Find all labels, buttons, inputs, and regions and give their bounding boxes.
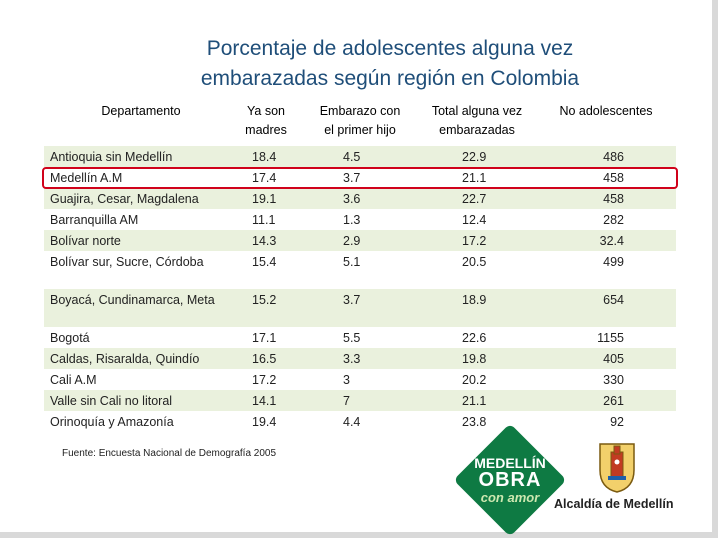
cell-no-adol: 32.4 [599, 234, 624, 248]
cell-embarazo: 5.5 [343, 331, 361, 345]
cell-total: 20.2 [462, 373, 487, 387]
cell-ya-son: 11.1 [252, 213, 276, 227]
cell-total: 22.9 [462, 150, 487, 164]
cell-embarazo: 5.1 [343, 255, 361, 269]
cell-ya-son: 14.3 [252, 234, 277, 248]
cell-total: 21.1 [462, 171, 487, 185]
cell-departamento: Bolívar norte [50, 234, 121, 248]
cell-no-adol: 499 [603, 255, 624, 269]
cell-no-adol: 486 [603, 150, 624, 164]
cell-total: 22.6 [462, 331, 487, 345]
cell-ya-son: 16.5 [252, 352, 277, 366]
cell-no-adol: 654 [603, 293, 624, 307]
header-ya-son-madres: Ya son madres [245, 104, 287, 137]
table-row: Antioquia sin Medellín 18.4 4.5 22.9 486 [44, 146, 676, 167]
source-note: Fuente: Encuesta Nacional de Demografía … [62, 448, 277, 459]
cell-ya-son: 18.4 [252, 150, 277, 164]
cell-ya-son: 17.1 [252, 331, 277, 345]
cell-embarazo: 7 [343, 394, 350, 408]
alcaldia-label: Alcaldía de Medellín [554, 497, 674, 511]
logo-line-1: MEDELLÍN [474, 455, 546, 471]
cell-total: 21.1 [462, 394, 487, 408]
title-line-2: embarazadas según región en Colombia [200, 67, 580, 90]
cell-no-adol: 282 [603, 213, 624, 227]
cell-departamento: Barranquilla AM [50, 213, 139, 227]
cell-total: 19.8 [462, 352, 487, 366]
cell-total: 20.5 [462, 255, 487, 269]
cell-total: 12.4 [462, 213, 487, 227]
cell-embarazo: 3.3 [343, 352, 361, 366]
cell-departamento: Orinoquía y Amazonía [50, 415, 174, 429]
cell-ya-son: 15.2 [252, 293, 277, 307]
cell-departamento: Cali A.M [50, 373, 97, 387]
cell-departamento: Bogotá [50, 331, 90, 345]
cell-no-adol: 405 [603, 352, 624, 366]
cell-departamento: Valle sin Cali no litoral [50, 394, 173, 408]
table-row: Medellín A.M 17.4 3.7 21.1 458 [44, 167, 676, 188]
table-row: Cali A.M 17.2 3 20.2 330 [44, 369, 676, 390]
cell-no-adol: 92 [610, 415, 624, 429]
header-embarazo-primer-hijo: Embarazo con el primer hijo [319, 104, 401, 137]
cell-departamento: Antioquia sin Medellín [50, 150, 173, 164]
table-row: Bogotá 17.1 5.5 22.6 1155 [44, 327, 676, 348]
cell-no-adol: 1155 [597, 331, 624, 345]
logo-line-2: OBRA [478, 469, 542, 491]
cell-ya-son: 17.4 [252, 171, 277, 185]
cell-no-adol: 458 [603, 192, 624, 206]
title-line-1: Porcentaje de adolescentes alguna vez [206, 37, 574, 60]
slide-title: Porcentaje de adolescentes alguna vez em… [90, 34, 690, 94]
cell-ya-son: 15.4 [252, 255, 277, 269]
header-departamento: Departamento [101, 104, 181, 118]
cell-embarazo: 3.6 [343, 192, 361, 206]
table-row: Boyacá, Cundinamarca, Meta 15.2 3.7 18.9… [44, 289, 676, 327]
table-row: Barranquilla AM 11.1 1.3 12.4 282 [44, 209, 676, 230]
header-total-embarazadas: Total alguna vez embarazadas [431, 104, 523, 137]
table-row: Orinoquía y Amazonía 19.4 4.4 23.8 92 [44, 411, 676, 432]
cell-embarazo: 2.9 [343, 234, 361, 248]
cell-embarazo: 3.7 [343, 171, 361, 185]
cell-embarazo: 4.4 [343, 415, 361, 429]
cell-embarazo: 3.7 [343, 293, 361, 307]
cell-departamento: Boyacá, Cundinamarca, Meta [50, 293, 215, 307]
cell-departamento: Caldas, Risaralda, Quindío [50, 352, 200, 366]
cell-total: 17.2 [462, 234, 487, 248]
table-row: Caldas, Risaralda, Quindío 16.5 3.3 19.8… [44, 348, 676, 369]
cell-departamento: Medellín A.M [50, 171, 123, 185]
cell-ya-son: 19.1 [252, 192, 277, 206]
cell-ya-son: 17.2 [252, 373, 277, 387]
cell-total: 22.7 [462, 192, 487, 206]
logo-text: MEDELLÍN OBRA con amor [460, 455, 560, 506]
cell-embarazo: 4.5 [343, 150, 361, 164]
cell-embarazo: 3 [343, 373, 350, 387]
cell-departamento: Bolívar sur, Sucre, Córdoba [50, 255, 204, 269]
cell-ya-son: 14.1 [252, 394, 277, 408]
logo-line-3: con amor [480, 490, 540, 505]
table-row: Bolívar sur, Sucre, Córdoba 15.4 5.1 20.… [44, 251, 676, 289]
data-table: Antioquia sin Medellín 18.4 4.5 22.9 486… [44, 146, 676, 432]
header-no-adolescentes: No adolescentes [559, 104, 653, 118]
cell-no-adol: 330 [603, 373, 624, 387]
cell-embarazo: 1.3 [343, 213, 361, 227]
medellin-highlight-box [42, 167, 678, 189]
cell-departamento: Guajira, Cesar, Magdalena [50, 192, 199, 206]
coat-of-arms-icon [599, 443, 635, 493]
cell-total: 18.9 [462, 293, 487, 307]
table-row: Valle sin Cali no litoral 14.1 7 21.1 26… [44, 390, 676, 411]
table-row: Bolívar norte 14.3 2.9 17.2 32.4 [44, 230, 676, 251]
cell-no-adol: 458 [603, 171, 624, 185]
cell-no-adol: 261 [603, 394, 624, 408]
cell-ya-son: 19.4 [252, 415, 277, 429]
table-row: Guajira, Cesar, Magdalena 19.1 3.6 22.7 … [44, 188, 676, 209]
cell-total: 23.8 [462, 415, 487, 429]
